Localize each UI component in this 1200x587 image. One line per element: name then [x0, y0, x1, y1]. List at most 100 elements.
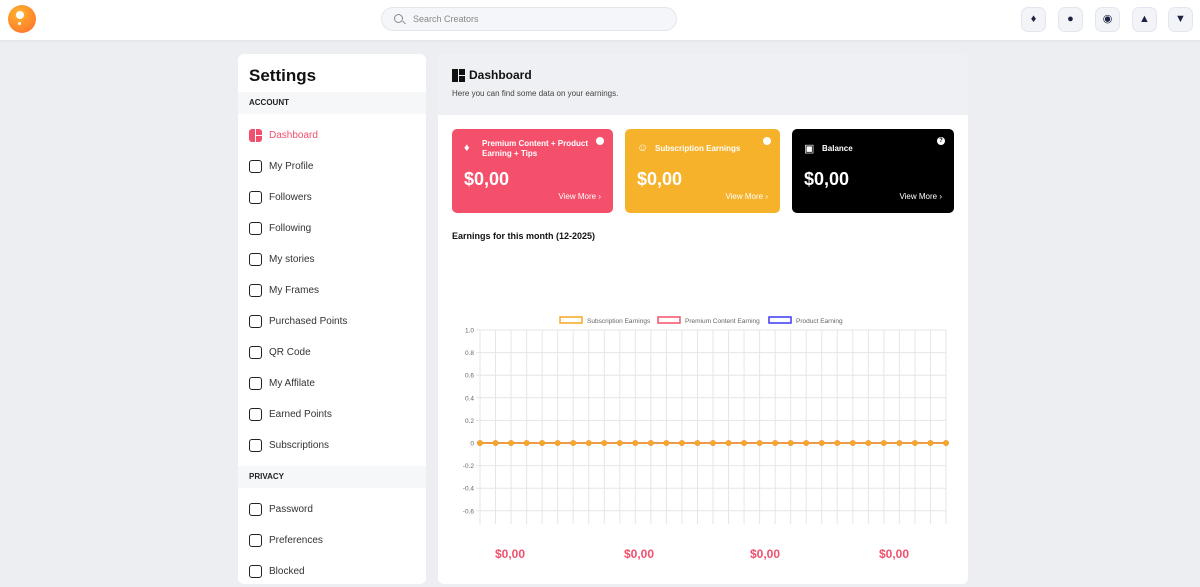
- sidebar-item-password[interactable]: Password: [238, 494, 426, 525]
- page-subtitle: Here you can find some data on your earn…: [452, 89, 619, 98]
- y-tick-label: 1.0: [465, 328, 474, 335]
- data-point: [865, 440, 872, 446]
- data-point: [477, 440, 483, 446]
- user-stars-icon: ☺: [637, 142, 649, 154]
- followers-icon: [249, 191, 262, 204]
- data-point: [663, 440, 670, 446]
- data-point: [617, 440, 623, 446]
- sidebar-item-followers[interactable]: Followers: [238, 182, 426, 213]
- purchased-points-icon: [249, 315, 262, 328]
- help-icon[interactable]: ?: [763, 137, 771, 145]
- sidebar-item-following[interactable]: Following: [238, 213, 426, 244]
- y-tick-label: 0.2: [465, 418, 474, 425]
- data-point: [927, 440, 934, 446]
- data-point: [741, 440, 747, 446]
- earnings-chart: 1.00.80.60.40.20-0.2-0.4-0.6-0.8-1.01234…: [463, 316, 949, 524]
- sidebar-item-label: Following: [269, 223, 312, 234]
- data-point: [492, 440, 499, 446]
- sidebar-item-label: Followers: [269, 192, 312, 203]
- card-value: $0,00: [804, 169, 850, 189]
- card-title: Subscription Earnings: [655, 144, 741, 153]
- view-more-link[interactable]: View More ›: [725, 192, 768, 201]
- sidebar-item-label: Subscriptions: [269, 440, 330, 451]
- data-point: [679, 440, 685, 446]
- card-value: $0,00: [637, 169, 683, 189]
- section-header: ACCOUNT: [238, 92, 426, 114]
- sidebar-item-my-profile[interactable]: My Profile: [238, 151, 426, 182]
- diamond-icon[interactable]: ♦: [1021, 7, 1046, 32]
- sidebar-item-my-frames[interactable]: My Frames: [238, 275, 426, 306]
- sidebar-item-my-stories[interactable]: My stories: [238, 244, 426, 275]
- bell-icon[interactable]: ▲: [1132, 7, 1157, 32]
- data-point: [585, 440, 592, 446]
- sidebar-item-label: Purchased Points: [269, 316, 348, 327]
- sidebar-item-dashboard[interactable]: Dashboard: [238, 120, 426, 151]
- sidebar-item-label: My stories: [269, 254, 315, 265]
- search-input[interactable]: Search Creators: [381, 7, 677, 31]
- wallet-icon: ▣: [804, 143, 815, 155]
- sidebar-item-earned-points[interactable]: Earned Points: [238, 399, 426, 430]
- summary-value: $0,00: [879, 547, 910, 561]
- dashboard-icon: [452, 68, 465, 82]
- my-stories-icon: [249, 253, 262, 266]
- messenger-icon[interactable]: ◉: [1095, 7, 1120, 32]
- diamond-icon: ♦: [464, 142, 470, 154]
- y-tick-label: -0.4: [463, 486, 475, 493]
- subscription-earnings-card: ☺ Subscription Earnings ? $0,00 View More…: [625, 129, 780, 213]
- sidebar-item-label: My Profile: [269, 161, 314, 172]
- sidebar-item-qr-code[interactable]: QR Code: [238, 337, 426, 368]
- data-point: [881, 440, 887, 446]
- password-icon: [249, 503, 262, 516]
- top-bar: Search Creators ♦ ● ◉ ▲ ▼: [0, 0, 1200, 40]
- view-more-link[interactable]: View More ›: [558, 192, 601, 201]
- data-point: [632, 440, 639, 446]
- preferences-icon: [249, 534, 262, 547]
- help-icon[interactable]: ?: [596, 137, 604, 145]
- legend-label: Subscription Earnings: [587, 318, 651, 325]
- data-point: [523, 440, 530, 446]
- blocked-icon: [249, 565, 262, 578]
- dashboard-icon: [249, 129, 262, 142]
- y-tick-label: -0.2: [463, 463, 475, 470]
- data-point: [834, 440, 841, 446]
- sidebar-item-label: Preferences: [269, 535, 323, 546]
- my-profile-icon: [249, 160, 262, 173]
- data-point: [539, 440, 545, 446]
- data-point: [818, 440, 825, 446]
- sidebar-item-my-affilate[interactable]: My Affilate: [238, 368, 426, 399]
- summary-value: $0,00: [495, 547, 526, 561]
- data-point: [896, 440, 903, 446]
- data-point: [756, 440, 763, 446]
- legend-label: Product Earning: [796, 318, 843, 325]
- sidebar-title: Settings: [249, 66, 317, 85]
- legend-swatch: [559, 316, 583, 324]
- dashboard-panel: Dashboard Here you can find some data on…: [438, 54, 968, 584]
- y-tick-label: 0.6: [465, 373, 474, 380]
- caret-down-icon[interactable]: ▼: [1168, 7, 1193, 32]
- data-point: [803, 440, 809, 446]
- chat-icon[interactable]: ●: [1058, 7, 1083, 32]
- sidebar-item-label: My Affilate: [269, 378, 315, 389]
- data-point: [772, 440, 778, 446]
- card-title: Balance: [822, 144, 853, 153]
- data-point: [554, 440, 561, 446]
- my-frames-icon: [249, 284, 262, 297]
- earned-points-icon: [249, 408, 262, 421]
- help-icon[interactable]: ?: [937, 137, 945, 145]
- data-point: [648, 440, 654, 446]
- card-title: Premium Content + Product Earning + Tips: [482, 139, 589, 158]
- data-point: [725, 440, 732, 446]
- following-icon: [249, 222, 262, 235]
- sidebar-item-subscriptions[interactable]: Subscriptions: [238, 430, 426, 461]
- summary-value: $0,00: [750, 547, 781, 561]
- sidebar-item-blocked[interactable]: Blocked: [238, 556, 426, 587]
- sidebar-item-label: Earned Points: [269, 409, 332, 420]
- data-point: [943, 440, 949, 446]
- summary-value: $0,00: [624, 547, 655, 561]
- sidebar-item-preferences[interactable]: Preferences: [238, 525, 426, 556]
- sidebar-item-purchased-points[interactable]: Purchased Points: [238, 306, 426, 337]
- data-point: [694, 440, 701, 446]
- settings-sidebar: Settings ACCOUNT Dashboard My Profile Follo…: [238, 54, 426, 584]
- view-more-link[interactable]: View More ›: [899, 192, 942, 201]
- logo[interactable]: [8, 5, 36, 33]
